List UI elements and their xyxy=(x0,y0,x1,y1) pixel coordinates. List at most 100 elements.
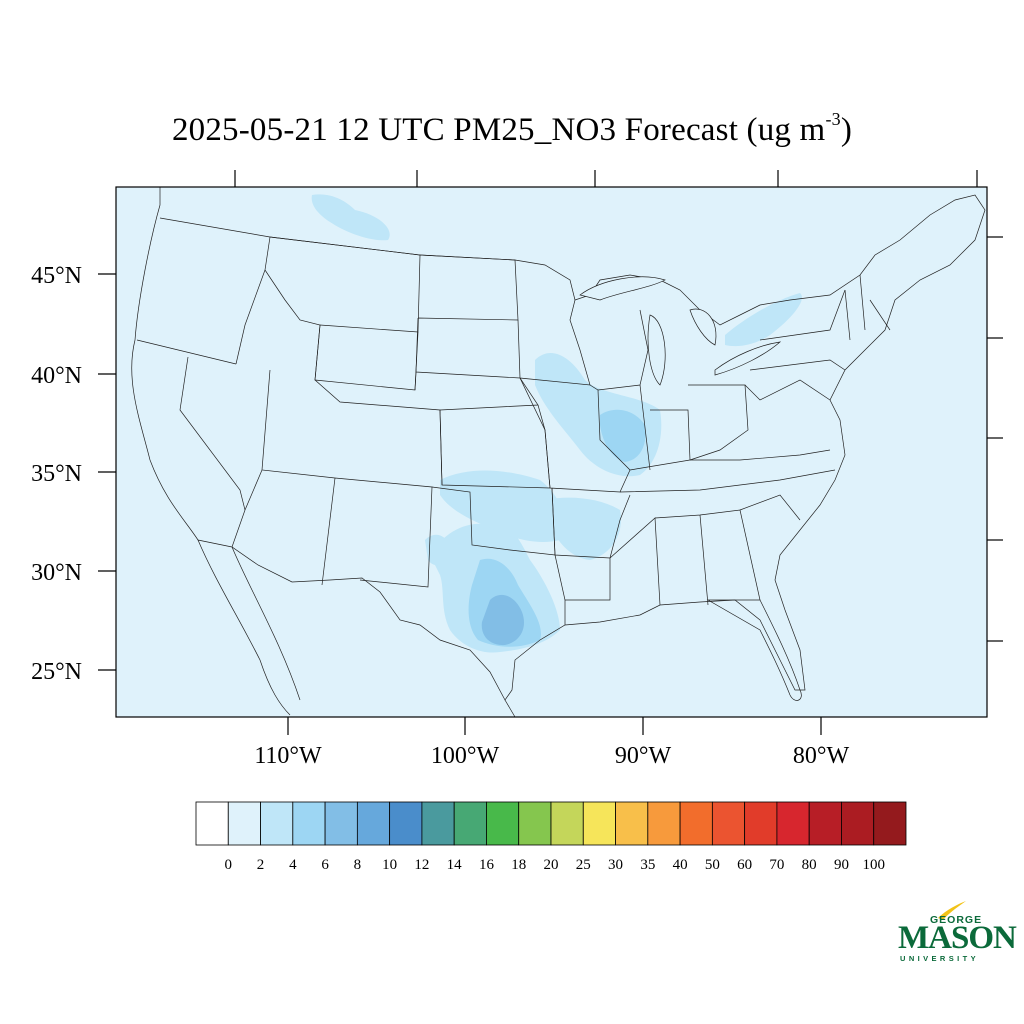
state-line-mn xyxy=(517,299,591,386)
plume-illinois-core xyxy=(600,409,646,462)
logo-line-mason: MASON xyxy=(898,920,1017,956)
colorbar-label: 10 xyxy=(382,857,398,873)
lon-label-90: 90°W xyxy=(615,743,672,769)
colorbar-label: 90 xyxy=(833,857,849,873)
colorbar-swatch xyxy=(324,801,358,846)
lat-label-25: 25°N xyxy=(31,659,82,685)
state-line-pa-ny xyxy=(749,289,846,371)
colorbar-label: 70 xyxy=(769,857,785,873)
state-line-ky-tn xyxy=(629,449,831,471)
state-line-nm xyxy=(321,477,433,588)
florida xyxy=(706,599,802,701)
colorbar-swatch xyxy=(227,801,261,846)
state-line-new-england xyxy=(844,274,891,341)
colorbar-label: 2 xyxy=(256,857,265,873)
colorbar-swatch xyxy=(647,801,681,846)
state-line-az-nm xyxy=(231,469,263,548)
state-line-nv xyxy=(179,356,246,511)
top-ticks xyxy=(234,170,978,187)
gmu-logo: GEORGE MASON UNIVERSITY xyxy=(898,898,1017,968)
colorbar-label: 0 xyxy=(224,857,233,873)
plume-plains-band xyxy=(440,470,564,542)
logo-line-university: UNIVERSITY xyxy=(900,954,980,963)
plume-great-lakes xyxy=(725,293,802,347)
plume-montana xyxy=(311,194,390,241)
colorbar-label: 30 xyxy=(608,857,624,873)
lat-label-45: 45°N xyxy=(31,263,82,289)
lake-michigan xyxy=(647,314,666,386)
colorbar-swatch xyxy=(292,801,326,846)
us-outline xyxy=(131,187,986,701)
colorbar-swatch xyxy=(841,801,875,846)
colorbar-swatch xyxy=(808,801,842,846)
colorbar-swatch xyxy=(615,801,649,846)
lake-huron xyxy=(689,308,717,346)
colorbar-label: 25 xyxy=(575,857,591,873)
colorbar-swatch xyxy=(550,801,584,846)
colorbar-swatch xyxy=(744,801,778,846)
lon-label-110: 110°W xyxy=(254,743,322,769)
state-line-tn-south xyxy=(619,469,836,493)
logo-line-george: GEORGE xyxy=(930,914,983,926)
colorbar-label: 40 xyxy=(672,857,688,873)
colorbar-swatch xyxy=(582,801,616,846)
right-ticks xyxy=(987,236,1003,642)
state-line-mi-oh xyxy=(688,384,749,461)
colorbar-label: 80 xyxy=(801,857,817,873)
colorbar-swatch xyxy=(195,801,229,846)
state-line-wa-or xyxy=(136,339,237,365)
colorbar-swatch xyxy=(356,801,391,846)
colorbar-label: 50 xyxy=(704,857,720,873)
left-ticks xyxy=(98,273,116,671)
map-frame xyxy=(115,186,988,718)
colorbar-label: 6 xyxy=(321,857,329,873)
colorbar-swatch xyxy=(776,801,810,846)
colorbar-label: 35 xyxy=(640,857,656,873)
lake-superior xyxy=(579,276,666,301)
colorbar-label: 4 xyxy=(289,857,297,873)
colorbar-label: 18 xyxy=(511,857,527,873)
lat-label-35: 35°N xyxy=(31,461,82,487)
colorbar-swatch xyxy=(421,801,455,846)
colorbar-swatch xyxy=(711,801,746,846)
title-superscript: -3 xyxy=(825,109,841,129)
logo-swoosh-icon xyxy=(938,901,966,920)
colorbar-swatch xyxy=(679,801,713,846)
colorbar-label: 14 xyxy=(446,857,462,873)
colorbar-label: 100 xyxy=(862,857,885,873)
colorbar-label: 20 xyxy=(543,857,559,873)
colorbar-swatch xyxy=(486,801,520,846)
lake-erie xyxy=(714,341,782,376)
map-background xyxy=(116,187,987,717)
colorbar-swatch xyxy=(260,801,294,846)
lon-label-80: 80°W xyxy=(793,743,850,769)
state-line-or-id xyxy=(235,269,266,365)
state-line-va-wv xyxy=(744,379,831,401)
lon-labels: 110°W 100°W 90°W 80°W xyxy=(254,743,849,769)
colorbar-swatch xyxy=(873,801,907,846)
plume-texas-core xyxy=(481,594,525,646)
lon-label-100: 100°W xyxy=(431,743,500,769)
lat-label-40: 40°N xyxy=(31,363,82,389)
state-boundaries xyxy=(131,187,986,718)
chart-title: 2025-05-21 12 UTC PM25_NO3 Forecast (ug … xyxy=(171,109,853,148)
colorbar-label: 60 xyxy=(737,857,753,873)
state-line-montana xyxy=(269,236,421,333)
lat-label-30: 30°N xyxy=(31,560,82,586)
state-line-sc-nc xyxy=(739,494,801,521)
state-line-il-in xyxy=(639,384,691,471)
colorbar-label: 16 xyxy=(478,857,494,873)
plume-arkansas xyxy=(545,497,621,560)
plume-new-mexico xyxy=(425,534,450,566)
colorbar xyxy=(195,801,907,846)
bottom-ticks xyxy=(287,717,822,735)
mexico-coast xyxy=(231,546,516,718)
colorbar-swatch xyxy=(389,801,423,846)
colorbar-label: 12 xyxy=(414,857,430,873)
colorbar-swatch xyxy=(453,801,487,846)
concentration-plumes xyxy=(311,194,802,653)
baja-coast xyxy=(197,539,291,716)
lat-labels: 45°N 40°N 35°N 30°N 25°N xyxy=(31,263,82,685)
colorbar-swatch xyxy=(518,801,552,846)
